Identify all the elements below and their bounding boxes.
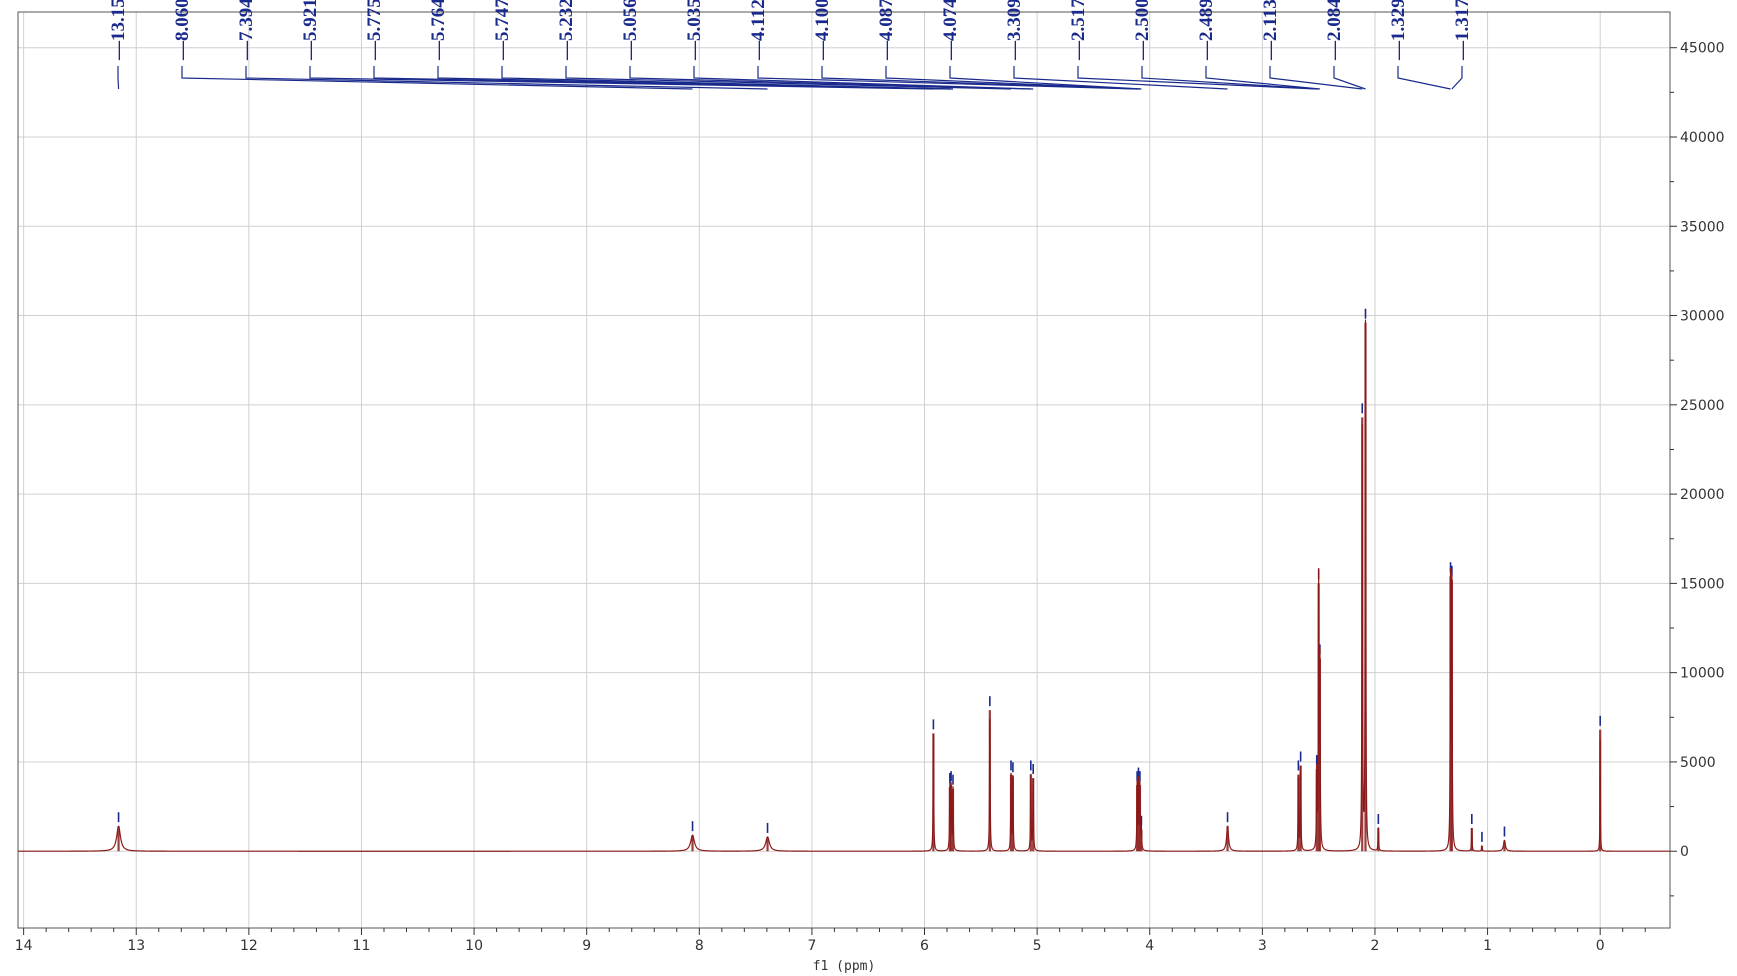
peak-label-leader xyxy=(757,66,1138,90)
x-tick-label: 2 xyxy=(1370,938,1379,954)
peak-label: —5.035 xyxy=(684,0,705,61)
y-tick-label: 5000 xyxy=(1680,755,1716,771)
peak-label: —2.113 xyxy=(1260,0,1281,61)
peak-label-leader xyxy=(501,66,954,90)
spectrum-series xyxy=(18,319,1670,852)
peak-label-leader xyxy=(1205,66,1320,90)
peak-label-leader xyxy=(1333,66,1366,90)
y-axis-ticks: 0 5000 10000 15000 20000 25000 30000 35000 40000… xyxy=(1670,41,1725,897)
peak-label: —3.309 xyxy=(1004,0,1025,61)
y-tick-label: 25000 xyxy=(1680,398,1725,414)
peak-label-leader xyxy=(309,66,934,90)
peak-label: —8.060 xyxy=(172,0,193,61)
spectrum-trace xyxy=(18,319,1670,852)
x-tick-label: 11 xyxy=(353,938,371,954)
peak-label-leader xyxy=(1141,66,1319,90)
peak-label-leader xyxy=(245,66,768,90)
peak-label: —2.500 xyxy=(1132,0,1153,61)
peak-label-leader xyxy=(117,66,120,90)
x-tick-label: 12 xyxy=(240,938,258,954)
peak-label-leader xyxy=(1269,66,1363,90)
y-tick-label: 20000 xyxy=(1680,487,1725,503)
peak-label-leader xyxy=(181,66,693,90)
peak-label: —4.074 xyxy=(940,0,961,61)
x-tick-label: 7 xyxy=(807,938,816,954)
x-tick-label: 13 xyxy=(127,938,145,954)
y-tick-label: 45000 xyxy=(1680,41,1725,57)
peak-label-leader xyxy=(629,66,1031,90)
x-axis-ticks: 14 13 12 11 10 9 8 7 6 5 4 3 2 1 0 xyxy=(15,928,1646,954)
peak-label: —5.764 xyxy=(428,0,449,61)
peak-label: —4.087 xyxy=(876,0,897,61)
peak-label-leader xyxy=(565,66,1012,90)
peak-label-leader xyxy=(1451,66,1463,90)
x-tick-label: 5 xyxy=(1033,938,1042,954)
x-tick-label: 6 xyxy=(920,938,929,954)
y-tick-label: 40000 xyxy=(1680,130,1725,146)
x-tick-label: 10 xyxy=(465,938,483,954)
peak-label-leader xyxy=(885,66,1140,90)
y-tick-label: 15000 xyxy=(1680,576,1725,592)
plot-frame xyxy=(17,11,1671,929)
peak-label-leader xyxy=(821,66,1139,90)
peak-labels: —13.157 —8.060 —7.394 —5.921 —5.775 —5.764 —5.… xyxy=(108,0,1473,90)
x-tick-label: 3 xyxy=(1258,938,1267,954)
y-tick-label: 30000 xyxy=(1680,309,1725,325)
x-tick-label: 9 xyxy=(582,938,591,954)
peak-label-leader xyxy=(1013,66,1228,90)
y-tick-label: 35000 xyxy=(1680,219,1725,235)
peak-label: —1.329 xyxy=(1388,0,1409,61)
plot-border xyxy=(17,11,1671,929)
peak-label: —5.056 xyxy=(620,0,641,61)
peak-label-leader xyxy=(949,66,1142,90)
peak-label-leader xyxy=(1397,66,1451,90)
grid xyxy=(18,12,1670,928)
peak-label: —5.747 xyxy=(492,0,513,61)
y-tick-label: 10000 xyxy=(1680,666,1725,682)
peak-label: —2.489 xyxy=(1196,0,1217,61)
peak-label: —2.084 xyxy=(1324,0,1345,61)
peak-label: —5.232 xyxy=(556,0,577,61)
x-tick-label: 0 xyxy=(1596,938,1605,954)
x-tick-label: 4 xyxy=(1145,938,1154,954)
x-tick-label: 14 xyxy=(15,938,33,954)
y-tick-label: 0 xyxy=(1680,844,1689,860)
peak-label-leader xyxy=(1077,66,1317,90)
peak-label: —5.921 xyxy=(300,0,321,61)
peak-label: —7.394 xyxy=(236,0,257,61)
x-axis-title: f1 (ppm) xyxy=(813,959,876,974)
x-tick-label: 1 xyxy=(1483,938,1492,954)
peak-label: —2.517 xyxy=(1068,0,1089,61)
peak-label: —4.112 xyxy=(748,0,769,61)
peak-label-leader xyxy=(693,66,1034,90)
peak-label: —5.775 xyxy=(364,0,385,61)
x-tick-label: 8 xyxy=(695,938,704,954)
peak-label: —13.157 xyxy=(108,0,129,61)
peak-label: —1.317 xyxy=(1452,0,1473,61)
peak-label: —4.100 xyxy=(812,0,833,61)
